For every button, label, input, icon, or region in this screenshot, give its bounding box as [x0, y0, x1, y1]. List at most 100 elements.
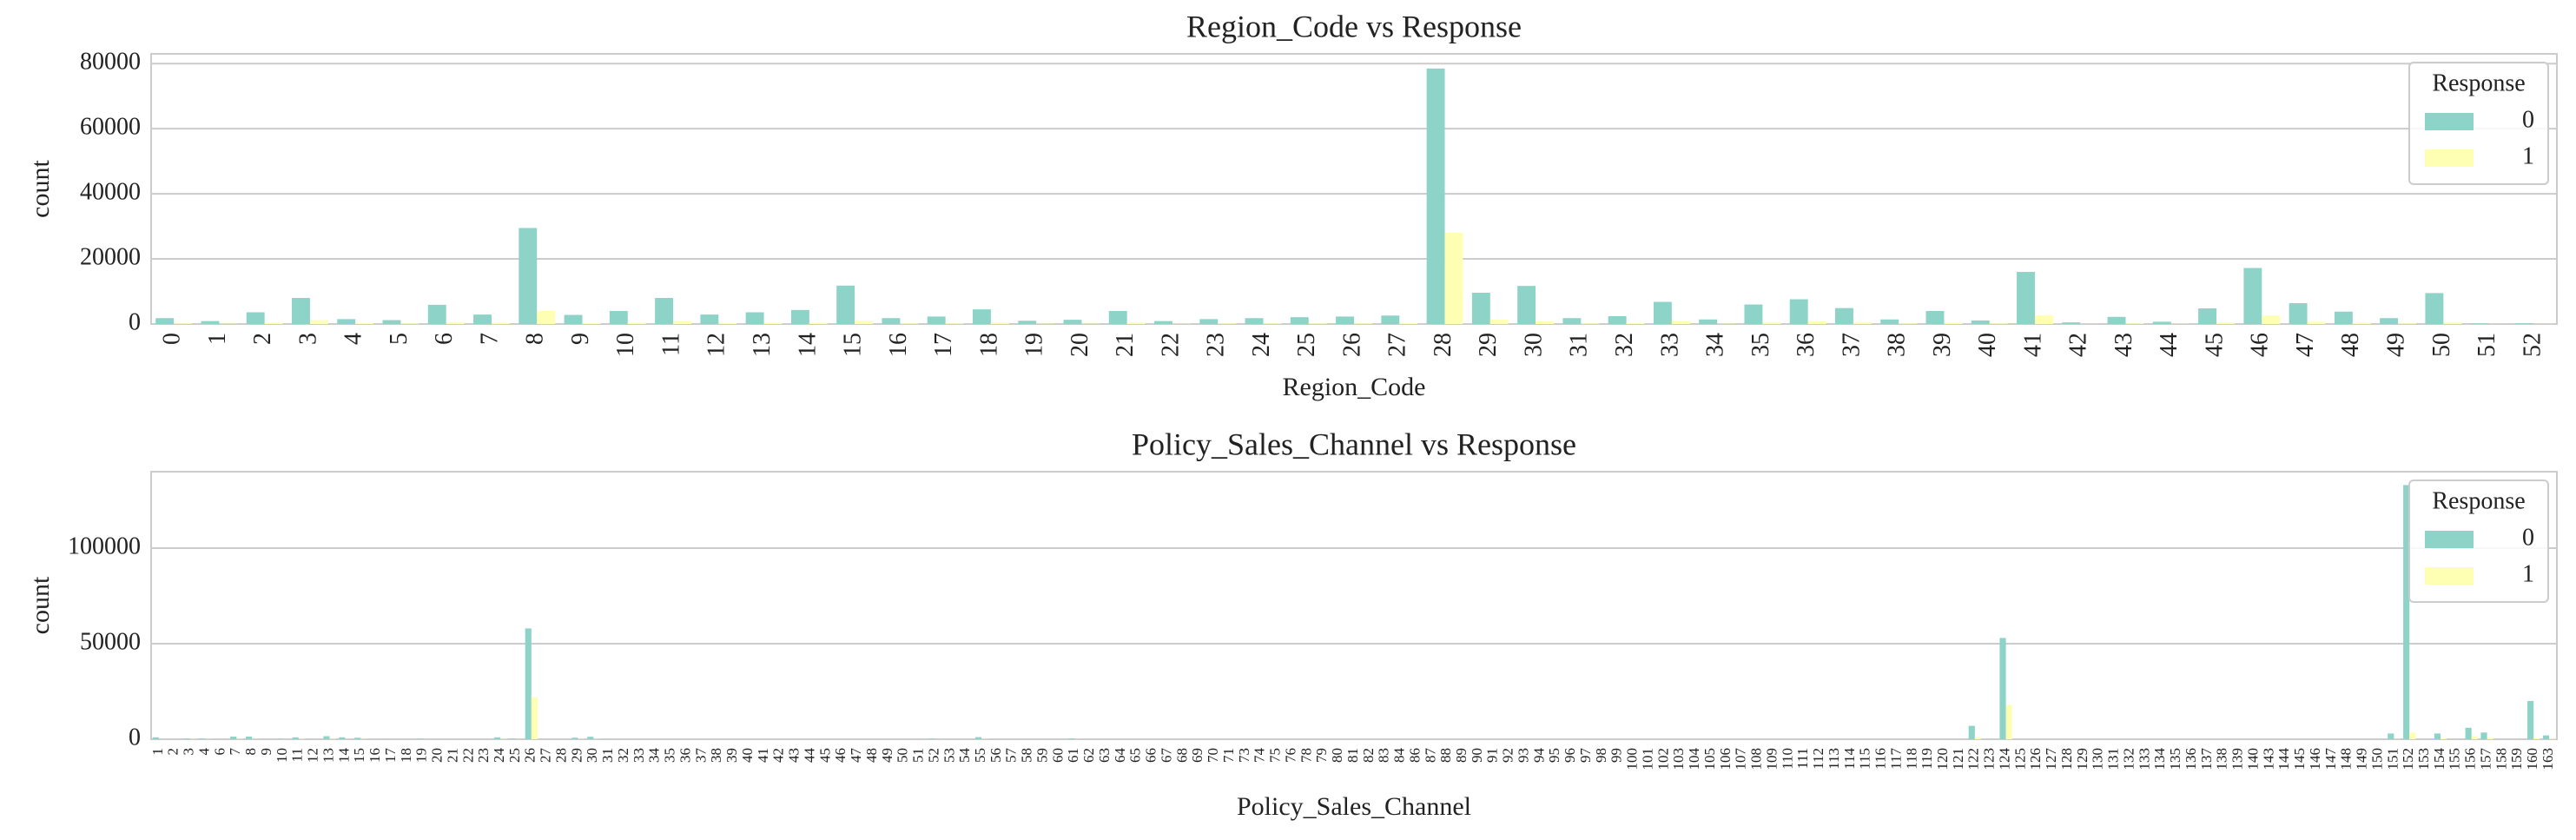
x-tick-label: 32	[615, 748, 631, 763]
bar	[1671, 321, 1690, 324]
x-tick-label: 30	[584, 748, 600, 763]
bar	[655, 298, 674, 324]
bar	[2062, 322, 2081, 324]
bar	[1489, 320, 1509, 324]
x-tick-label: 6	[431, 333, 458, 345]
x-tick-label: 121	[1950, 748, 1966, 771]
x-tick-label: 33	[631, 748, 647, 763]
x-tick-label: 99	[1608, 748, 1625, 763]
bar	[1762, 321, 1781, 324]
x-tick-label: 41	[2019, 333, 2046, 357]
x-tick-label: 44	[2156, 333, 2183, 357]
x-tick-label: 123	[1981, 748, 1998, 771]
x-tick-label: 7	[227, 748, 243, 756]
bar	[587, 737, 594, 739]
x-tick-label: 81	[1344, 748, 1361, 763]
x-tick-label: 120	[1934, 748, 1951, 771]
bar	[230, 736, 237, 739]
bar	[2125, 323, 2144, 324]
x-tick-label: 60	[1049, 748, 1066, 763]
bar	[1789, 299, 1808, 324]
x-tick-label: 66	[1143, 748, 1159, 763]
x-tick-label: 39	[723, 748, 740, 763]
x-tick-label: 1	[149, 748, 166, 756]
bar	[1290, 317, 1309, 324]
y-tick-label: 0	[129, 724, 141, 751]
legend-swatch	[2425, 149, 2474, 167]
bar	[790, 309, 809, 324]
x-tick-label: 12	[305, 748, 321, 763]
x-tick-label: 132	[2120, 748, 2137, 771]
bar	[473, 314, 492, 324]
x-tick-label: 51	[910, 748, 927, 763]
x-tick-label: 130	[2090, 748, 2106, 771]
bar	[2262, 315, 2281, 324]
bar	[1245, 318, 1264, 324]
x-tick-label: 154	[2431, 748, 2447, 771]
x-tick-label: 2	[165, 748, 182, 756]
x-tick-label: 54	[956, 748, 973, 764]
chart-title: Region_Code vs Response	[1186, 9, 1522, 43]
bar	[537, 311, 556, 324]
x-tick-label: 18	[398, 748, 414, 763]
x-tick-label: 18	[975, 333, 1002, 357]
bar	[1354, 323, 1372, 324]
bar	[1536, 321, 1554, 324]
axes-frame	[150, 471, 2558, 740]
x-tick-label: 67	[1158, 748, 1174, 764]
x-tick-label: 25	[506, 748, 523, 763]
x-tick-label: 23	[1203, 333, 1230, 357]
x-tick-label: 42	[2065, 333, 2092, 357]
bar	[882, 318, 901, 324]
bar	[174, 323, 193, 324]
x-tick-label: 48	[863, 748, 880, 763]
x-tick-label: 4	[340, 333, 367, 345]
x-tick-label: 160	[2524, 748, 2540, 771]
x-tick-label: 8	[242, 748, 259, 756]
x-tick-label: 110	[1779, 748, 1795, 770]
bar	[2107, 316, 2126, 324]
bar	[1263, 323, 1282, 324]
x-tick-label: 146	[2307, 748, 2323, 771]
y-axis-label: count	[26, 160, 55, 218]
x-tick-label: 149	[2354, 748, 2370, 771]
x-tick-label: 11	[289, 748, 306, 762]
bar	[928, 738, 935, 739]
bar	[2470, 323, 2489, 324]
bar	[525, 628, 532, 739]
x-tick-label: 133	[2136, 748, 2152, 771]
x-tick-label: 90	[1469, 748, 1485, 763]
x-tick-label: 44	[801, 748, 817, 764]
legend-label: 1	[2522, 142, 2534, 169]
x-tick-label: 1	[204, 333, 231, 345]
bar	[1944, 322, 1963, 324]
x-tick-label: 104	[1686, 748, 1702, 771]
bar	[1974, 737, 1981, 739]
x-tick-label: 17	[382, 748, 399, 764]
bar	[2034, 314, 2053, 324]
legend-label: 0	[2522, 106, 2534, 133]
x-tick-label: 61	[1065, 748, 1081, 763]
legend-swatch	[2425, 113, 2474, 130]
x-tick-label: 151	[2384, 748, 2401, 771]
x-tick-label: 21	[444, 748, 460, 763]
bar	[1807, 321, 1826, 324]
x-tick-label: 112	[1810, 748, 1826, 770]
x-tick-label: 5	[386, 333, 413, 345]
bar	[201, 321, 220, 324]
x-tick-label: 15	[840, 333, 867, 357]
x-tick-label: 101	[1639, 748, 1655, 771]
bar	[609, 311, 628, 324]
x-tick-label: 134	[2151, 748, 2168, 771]
bar	[2388, 733, 2394, 739]
x-tick-label: 163	[2540, 748, 2556, 771]
x-tick-label: 53	[941, 748, 957, 763]
x-tick-label: 122	[1965, 748, 1982, 771]
x-tick-label: 6	[211, 748, 228, 756]
x-axis-label: Region_Code	[1283, 373, 1426, 401]
bar	[519, 228, 538, 324]
x-tick-label: 159	[2508, 748, 2525, 771]
x-tick-label: 7	[476, 333, 503, 345]
bar	[927, 316, 946, 324]
x-tick-label: 50	[895, 748, 911, 763]
